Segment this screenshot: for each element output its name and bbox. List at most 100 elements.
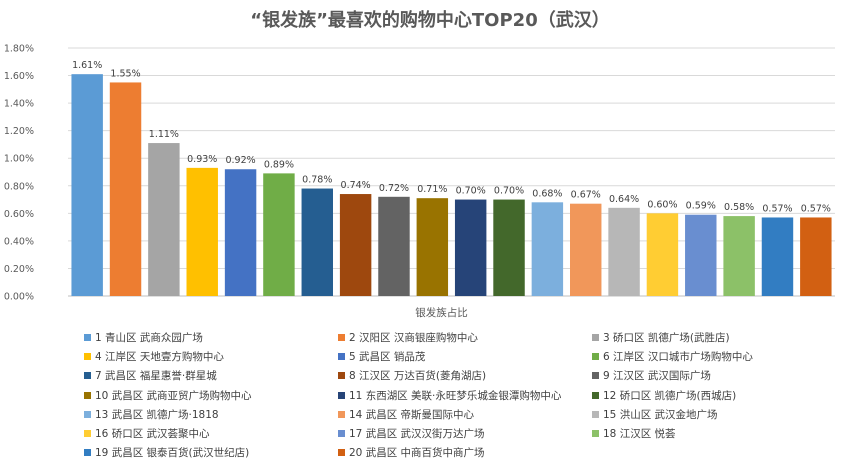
- legend-label: 1 青山区 武商众园广场: [95, 332, 203, 344]
- data-label: 0.59%: [686, 201, 716, 212]
- bar: [723, 216, 755, 296]
- bar: [378, 196, 410, 296]
- bar: [71, 74, 103, 296]
- bar: [224, 169, 257, 296]
- data-label: 0.70%: [456, 186, 486, 197]
- legend-label: 8 江汉区 万达百货(菱角湖店): [349, 370, 487, 383]
- legend-label: 4 江岸区 天地壹方购物中心: [95, 351, 224, 364]
- bar: [186, 167, 218, 296]
- data-label: 0.92%: [225, 155, 255, 166]
- data-label: 0.74%: [341, 180, 371, 191]
- bar: [109, 82, 142, 296]
- legend-swatch: [338, 353, 345, 361]
- legend-entry: 7 武昌区 福星惠誉·群星城: [84, 368, 338, 383]
- y-tick-label: 1.80%: [4, 44, 34, 55]
- legend-label: 20 武昌区 中商百货中商广场: [349, 447, 485, 460]
- legend-label: 9 江汉区 武汉国际广场: [603, 370, 711, 383]
- legend-entry: 15 洪山区 武汉金地广场: [592, 407, 854, 422]
- y-tick-label: 0.60%: [4, 209, 34, 220]
- data-label: 0.60%: [647, 199, 677, 210]
- data-label: 1.11%: [149, 129, 179, 140]
- data-label: 0.57%: [801, 203, 831, 214]
- legend-entry: 6 江岸区 汉口城市广场购物中心: [592, 349, 854, 364]
- legend-entry: 14 武昌区 帝斯曼国际中心: [338, 407, 592, 422]
- legend-label: 10 武昌区 武商亚贸广场购物中心: [95, 389, 252, 402]
- chart-title: “银发族”最喜欢的购物中心TOP20（武汉）: [250, 10, 610, 31]
- bar: [339, 194, 372, 296]
- x-axis-label: 银发族占比: [415, 306, 468, 319]
- legend-entry: 3 硚口区 凯德广场(武胜店): [592, 330, 854, 345]
- legend-entry: 16 硚口区 武汉荟聚中心: [84, 426, 338, 441]
- legend-swatch: [338, 410, 345, 418]
- data-label: 0.68%: [532, 188, 562, 199]
- bar: [454, 199, 487, 296]
- legend-swatch: [592, 353, 599, 361]
- legend-swatch: [338, 391, 345, 399]
- bar: [493, 199, 525, 296]
- legend-entry: 1 青山区 武商众园广场: [84, 330, 338, 345]
- y-tick-label: 0.80%: [4, 181, 34, 192]
- legend-swatch: [592, 372, 599, 380]
- bar: [570, 203, 602, 296]
- y-tick-label: 0.40%: [4, 236, 34, 247]
- legend-entry: 2 汉阳区 汉商银座购物中心: [338, 330, 592, 345]
- legend-label: 11 东西湖区 美联·永旺梦乐城金银潭购物中心: [349, 389, 562, 402]
- data-label: 0.71%: [417, 184, 447, 195]
- legend-label: 13 武昌区 凯德广场·1818: [95, 408, 219, 421]
- data-label: 0.78%: [302, 175, 332, 186]
- legend-label: 6 江岸区 汉口城市广场购物中心: [603, 351, 753, 364]
- bar: [416, 198, 449, 296]
- legend-swatch: [84, 449, 91, 457]
- legend: 1 青山区 武商众园广场 2 汉阳区 汉商银座购物中心 3 硚口区 凯德广场(武胜店…: [84, 330, 854, 460]
- legend-swatch: [84, 429, 91, 437]
- legend-label: 7 武昌区 福星惠誉·群星城: [95, 370, 217, 383]
- legend-entry: 11 东西湖区 美联·永旺梦乐城金银潭购物中心: [338, 388, 592, 403]
- data-label: 0.67%: [571, 190, 601, 201]
- y-tick-label: 1.60%: [4, 71, 34, 82]
- legend-entry: 18 江汉区 悦荟: [592, 426, 854, 441]
- y-tick-label: 0.20%: [4, 264, 34, 275]
- legend-entry: 17 武昌区 武汉汉街万达广场: [338, 426, 592, 441]
- data-label: 0.57%: [762, 203, 792, 214]
- legend-label: 3 硚口区 凯德广场(武胜店): [603, 332, 730, 344]
- legend-label: 18 江汉区 悦荟: [603, 427, 676, 440]
- legend-entry: 4 江岸区 天地壹方购物中心: [84, 349, 338, 364]
- legend-swatch: [592, 429, 599, 437]
- bar: [608, 207, 640, 296]
- legend-swatch: [84, 334, 91, 341]
- y-tick-label: 1.40%: [4, 99, 34, 110]
- bar: [800, 217, 832, 296]
- legend-entry: 8 江汉区 万达百货(菱角湖店): [338, 368, 592, 383]
- legend-swatch: [84, 372, 91, 380]
- legend-entry: 9 江汉区 武汉国际广场: [592, 368, 854, 383]
- data-label: 1.61%: [72, 60, 102, 71]
- legend-swatch: [592, 410, 599, 418]
- bar: [685, 214, 717, 296]
- bar: [646, 213, 679, 296]
- data-label: 0.58%: [724, 202, 754, 213]
- legend-swatch: [592, 334, 599, 341]
- bar: [531, 202, 564, 296]
- data-label: 0.89%: [264, 159, 294, 170]
- legend-entry: 20 武昌区 中商百货中商广场: [338, 445, 592, 460]
- bar: [301, 188, 333, 296]
- legend-entry: 19 武昌区 银泰百货(武汉世纪店): [84, 445, 338, 460]
- legend-label: 17 武昌区 武汉汉街万达广场: [349, 427, 485, 440]
- legend-entry: 13 武昌区 凯德广场·1818: [84, 407, 338, 422]
- data-label: 0.72%: [379, 183, 409, 194]
- legend-label: 12 硚口区 凯德广场(西城店): [603, 389, 737, 402]
- legend-swatch: [84, 353, 91, 361]
- legend-label: 16 硚口区 武汉荟聚中心: [95, 427, 210, 440]
- legend-swatch: [338, 429, 345, 437]
- bar: [263, 173, 295, 296]
- legend-entry: 10 武昌区 武商亚贸广场购物中心: [84, 388, 338, 403]
- data-label: 1.55%: [110, 68, 140, 79]
- legend-swatch: [84, 391, 91, 399]
- legend-label: 19 武昌区 银泰百货(武汉世纪店): [95, 447, 250, 460]
- legend-label: 5 武昌区 销品茂: [349, 351, 426, 364]
- data-label: 0.93%: [187, 154, 217, 165]
- legend-swatch: [592, 391, 599, 399]
- y-tick-label: 0.00%: [4, 292, 34, 303]
- legend-swatch: [338, 334, 345, 341]
